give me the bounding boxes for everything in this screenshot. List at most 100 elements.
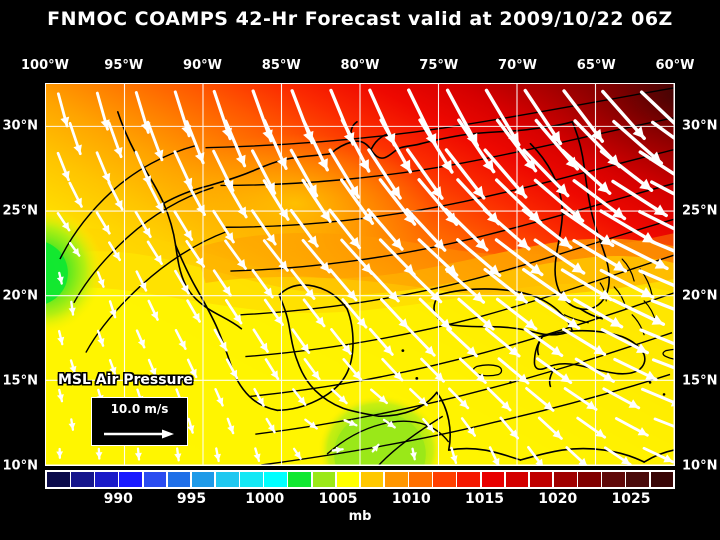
wind-vector-head xyxy=(613,260,626,271)
colorbar-cell xyxy=(433,472,456,487)
colorbar-cell xyxy=(457,472,481,487)
colorbar-cell xyxy=(529,472,553,487)
wind-vector-head xyxy=(514,184,526,198)
colorbar-cell xyxy=(578,472,601,487)
wind-vector-head xyxy=(69,365,77,374)
wind-vector-head xyxy=(529,263,542,275)
wind-vector-head xyxy=(482,159,494,172)
wind-vector-head xyxy=(524,318,536,329)
colorbar-tick-label: 995 xyxy=(176,491,207,507)
wind-vector-head xyxy=(194,152,205,163)
wind-vector-head xyxy=(335,446,343,454)
wind-vector-head xyxy=(309,421,317,429)
wind-vector-head xyxy=(95,452,103,459)
wind-vector-head xyxy=(628,399,639,408)
wind-vector-head xyxy=(263,287,273,297)
wind-vector-head xyxy=(259,342,268,352)
wind-vector-head xyxy=(467,427,475,436)
colorbar-cell xyxy=(626,472,650,487)
wind-vector-head xyxy=(236,258,246,269)
colorbar-cell xyxy=(312,472,336,487)
wind-vector-shaft xyxy=(638,269,674,288)
wind-vector-head xyxy=(557,290,570,302)
wind-vector-shaft xyxy=(650,120,674,140)
colorbar-tick-label: 1025 xyxy=(611,491,651,507)
wind-vector-head xyxy=(101,224,110,234)
wind-vector-head xyxy=(358,159,369,172)
wind-vector-head xyxy=(418,396,427,406)
wind-vector-head xyxy=(56,451,64,458)
wind-vector-head xyxy=(389,186,401,199)
wind-vector-head xyxy=(109,366,117,375)
lon-tick-label: 100°W xyxy=(21,58,69,73)
wind-vector-head xyxy=(472,185,484,198)
wind-vector-head xyxy=(459,399,468,408)
lon-tick-label: 95°W xyxy=(104,58,144,73)
wind-vector-head xyxy=(578,457,587,465)
wind-vector-shaft xyxy=(650,299,674,311)
colorbar-cell xyxy=(288,472,312,487)
wind-vector-head xyxy=(362,211,373,224)
wind-vector-head xyxy=(515,291,527,303)
wind-vector-head xyxy=(183,230,192,240)
wind-vector-head xyxy=(216,397,224,406)
wind-vector-head xyxy=(472,291,484,303)
wind-vector-head xyxy=(653,204,667,216)
wind-vector-head xyxy=(399,159,411,172)
wind-vector-head xyxy=(256,397,264,406)
wind-vector-head xyxy=(663,454,673,463)
wind-vector-head xyxy=(560,373,571,383)
wind-vector-head xyxy=(501,401,511,410)
wind-vector-head xyxy=(620,456,631,465)
wind-vector-head xyxy=(150,311,159,320)
wind-vector-head xyxy=(430,186,442,199)
wind-vector-head xyxy=(349,236,360,248)
wind-vector-head xyxy=(430,291,441,302)
lat-tick-label: 10°N xyxy=(682,458,718,474)
colorbar-cell xyxy=(360,472,384,487)
wind-vector-head xyxy=(555,183,568,196)
wind-vector-head xyxy=(383,345,393,355)
wind-vector-head xyxy=(637,427,648,436)
wind-vector-head xyxy=(593,344,605,355)
wind-vector-head xyxy=(639,178,652,191)
wind-vector-head xyxy=(73,144,82,154)
wind-vector-head xyxy=(101,172,111,183)
wind-vector-head xyxy=(224,232,234,242)
wind-vector-head xyxy=(441,159,452,173)
vector-scale-key: 10.0 m/s xyxy=(91,397,188,446)
wind-vector-head xyxy=(595,428,605,438)
wind-vector-shaft xyxy=(641,387,674,405)
wind-vector-head xyxy=(475,238,487,250)
wind-vector-head xyxy=(178,340,186,349)
wind-vector-head xyxy=(68,307,76,315)
wind-vector-head xyxy=(155,202,164,212)
wind-vector-head xyxy=(508,346,520,356)
colorbar-unit-label: mb xyxy=(348,509,372,524)
colorbar-tick-label: 1010 xyxy=(391,491,431,507)
wind-vector-head xyxy=(297,396,306,405)
lon-tick-label: 85°W xyxy=(261,58,301,73)
wind-vector-head xyxy=(356,317,366,328)
colorbar[interactable] xyxy=(45,470,675,489)
wind-vector-head xyxy=(100,119,110,130)
wind-vector-head xyxy=(213,453,221,461)
colorbar-cell xyxy=(119,472,143,487)
wind-vector-head xyxy=(187,425,195,433)
colorbar-cell xyxy=(240,472,263,487)
map-plot-area[interactable]: MSL Air Pressure 10.0 m/s xyxy=(45,83,675,466)
wind-vector-head xyxy=(196,204,205,215)
wind-vector-head xyxy=(426,423,434,432)
wind-vector-head xyxy=(393,371,403,381)
lat-tick-label: 25°N xyxy=(2,203,38,219)
lat-tick-label: 30°N xyxy=(2,118,38,134)
wind-vector-head xyxy=(311,370,320,380)
wind-vector-head xyxy=(68,422,76,430)
wind-vector-head xyxy=(253,453,261,461)
lat-tick-label: 15°N xyxy=(682,373,718,389)
wind-vector-head xyxy=(341,344,351,354)
wind-vector-head xyxy=(558,236,571,248)
wind-vector-head xyxy=(434,372,444,382)
wind-vector-shaft xyxy=(639,90,674,126)
colorbar-tick-label: 1005 xyxy=(318,491,358,507)
